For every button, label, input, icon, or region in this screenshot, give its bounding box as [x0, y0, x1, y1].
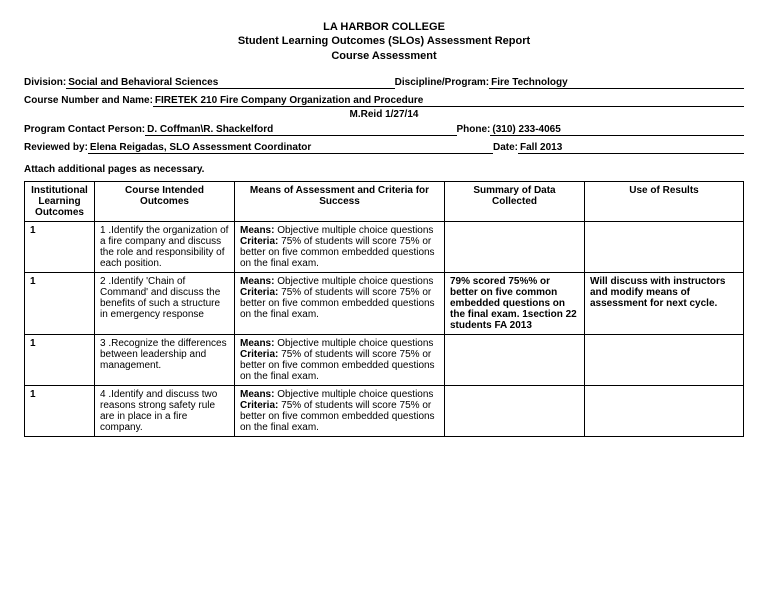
- assessment-table: Institutional Learning Outcomes Course I…: [24, 181, 744, 437]
- division-blank: [220, 77, 394, 89]
- criteria-label: Criteria:: [240, 400, 278, 411]
- row-contact: Program Contact Person: D. Coffman\R. Sh…: [24, 124, 744, 136]
- th-results: Use of Results: [585, 181, 744, 221]
- header-line2: Student Learning Outcomes (SLOs) Assessm…: [24, 34, 744, 48]
- criteria-label: Criteria:: [240, 349, 278, 360]
- discipline-value: Fire Technology: [489, 77, 570, 89]
- course-label: Course Number and Name:: [24, 95, 153, 107]
- cell-results: [585, 334, 744, 385]
- division-label: Division:: [24, 77, 66, 89]
- cell-ilo: 1: [25, 221, 95, 272]
- th-ilo: Institutional Learning Outcomes: [25, 181, 95, 221]
- cell-means: Means: Objective multiple choice questio…: [235, 385, 445, 436]
- means-text: Objective multiple choice questions: [274, 389, 433, 400]
- table-row: 1 2 .Identify 'Chain of Command' and dis…: [25, 272, 744, 334]
- th-summary: Summary of Data Collected: [445, 181, 585, 221]
- criteria-label: Criteria:: [240, 236, 278, 247]
- row-division: Division: Social and Behavioral Sciences…: [24, 77, 744, 89]
- cell-summary: [445, 385, 585, 436]
- cell-ilo: 1: [25, 272, 95, 334]
- discipline-label: Discipline/Program:: [395, 77, 489, 89]
- cell-cio: 1 .Identify the organization of a fire c…: [95, 221, 235, 272]
- row-reviewed: Reviewed by: Elena Reigadas, SLO Assessm…: [24, 142, 744, 154]
- phone-value: (310) 233-4065: [490, 124, 562, 136]
- division-value: Social and Behavioral Sciences: [66, 77, 220, 89]
- course-value: FIRETEK 210 Fire Company Organization an…: [153, 95, 425, 107]
- cell-cio: 4 .Identify and discuss two reasons stro…: [95, 385, 235, 436]
- cell-results: [585, 385, 744, 436]
- cell-summary: [445, 334, 585, 385]
- cell-ilo: 1: [25, 385, 95, 436]
- criteria-label: Criteria:: [240, 287, 278, 298]
- cell-cio: 2 .Identify 'Chain of Command' and discu…: [95, 272, 235, 334]
- means-label: Means:: [240, 276, 274, 287]
- cell-means: Means: Objective multiple choice questio…: [235, 334, 445, 385]
- table-header-row: Institutional Learning Outcomes Course I…: [25, 181, 744, 221]
- cell-summary: 79% scored 75%% or better on five common…: [445, 272, 585, 334]
- course-subline: M.Reid 1/27/14: [24, 109, 744, 120]
- contact-value: D. Coffman\R. Shackelford: [145, 124, 275, 136]
- table-row: 1 4 .Identify and discuss two reasons st…: [25, 385, 744, 436]
- means-label: Means:: [240, 389, 274, 400]
- reviewed-label: Reviewed by:: [24, 142, 88, 154]
- means-text: Objective multiple choice questions: [274, 225, 433, 236]
- discipline-blank: [570, 77, 744, 89]
- reviewed-blank: [313, 142, 493, 154]
- table-row: 1 3 .Recognize the differences between l…: [25, 334, 744, 385]
- means-text: Objective multiple choice questions: [274, 338, 433, 349]
- means-label: Means:: [240, 338, 274, 349]
- table-row: 1 1 .Identify the organization of a fire…: [25, 221, 744, 272]
- phone-blank: [563, 124, 744, 136]
- phone-label: Phone:: [457, 124, 491, 136]
- means-text: Objective multiple choice questions: [274, 276, 433, 287]
- contact-label: Program Contact Person:: [24, 124, 145, 136]
- header-line3: Course Assessment: [24, 49, 744, 63]
- th-cio: Course Intended Outcomes: [95, 181, 235, 221]
- cell-means: Means: Objective multiple choice questio…: [235, 221, 445, 272]
- attach-note: Attach additional pages as necessary.: [24, 164, 744, 175]
- date-blank: [564, 142, 744, 154]
- row-course: Course Number and Name: FIRETEK 210 Fire…: [24, 95, 744, 107]
- report-header: LA HARBOR COLLEGE Student Learning Outco…: [24, 20, 744, 63]
- header-line1: LA HARBOR COLLEGE: [24, 20, 744, 34]
- contact-blank: [275, 124, 456, 136]
- cell-results: Will discuss with instructors and modify…: [585, 272, 744, 334]
- cell-means: Means: Objective multiple choice questio…: [235, 272, 445, 334]
- cell-ilo: 1: [25, 334, 95, 385]
- means-label: Means:: [240, 225, 274, 236]
- cell-results: [585, 221, 744, 272]
- date-label: Date:: [493, 142, 518, 154]
- reviewed-value: Elena Reigadas, SLO Assessment Coordinat…: [88, 142, 313, 154]
- cell-summary: [445, 221, 585, 272]
- date-value: Fall 2013: [518, 142, 564, 154]
- th-means: Means of Assessment and Criteria for Suc…: [235, 181, 445, 221]
- course-blank: [425, 95, 744, 107]
- cell-cio: 3 .Recognize the differences between lea…: [95, 334, 235, 385]
